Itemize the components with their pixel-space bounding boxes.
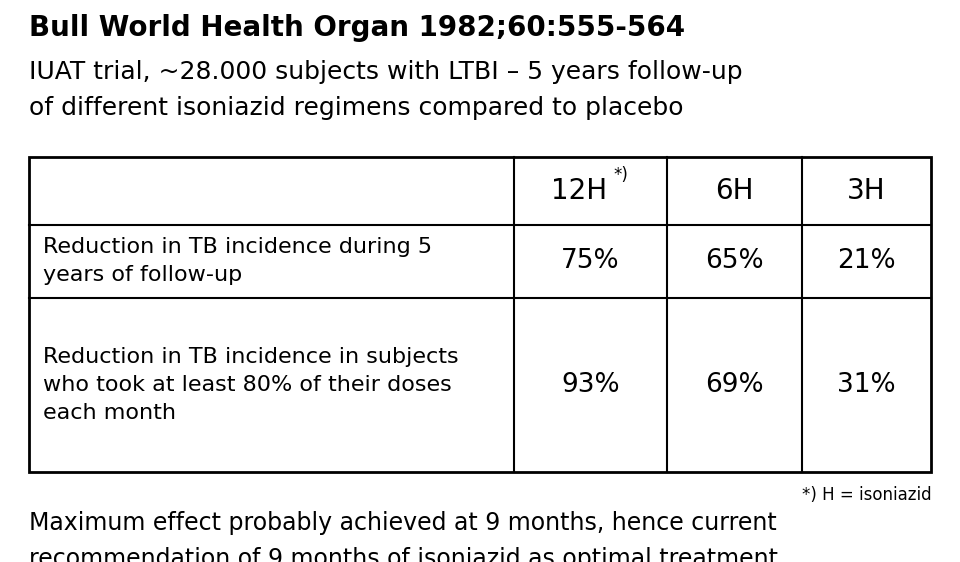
Text: Reduction in TB incidence in subjects
who took at least 80% of their doses
each : Reduction in TB incidence in subjects wh…: [43, 347, 459, 423]
Text: of different isoniazid regimens compared to placebo: of different isoniazid regimens compared…: [29, 96, 684, 120]
Text: Maximum effect probably achieved at 9 months, hence current
recommendation of 9 : Maximum effect probably achieved at 9 mo…: [29, 511, 778, 562]
Text: 21%: 21%: [837, 248, 896, 274]
Text: 12H: 12H: [551, 177, 607, 205]
Text: 69%: 69%: [705, 372, 764, 398]
Text: 75%: 75%: [561, 248, 620, 274]
FancyBboxPatch shape: [29, 157, 931, 472]
Text: *) H = isoniazid: *) H = isoniazid: [802, 486, 931, 504]
Text: 65%: 65%: [705, 248, 764, 274]
Text: IUAT trial, ~28.000 subjects with LTBI – 5 years follow-up: IUAT trial, ~28.000 subjects with LTBI –…: [29, 60, 742, 84]
Text: Reduction in TB incidence during 5
years of follow-up: Reduction in TB incidence during 5 years…: [43, 237, 432, 285]
Text: 6H: 6H: [715, 177, 754, 205]
Text: 31%: 31%: [837, 372, 896, 398]
Text: 3H: 3H: [847, 177, 886, 205]
Text: Bull World Health Organ 1982;60:555-564: Bull World Health Organ 1982;60:555-564: [29, 14, 684, 42]
Text: 93%: 93%: [561, 372, 620, 398]
Text: *): *): [613, 166, 629, 184]
